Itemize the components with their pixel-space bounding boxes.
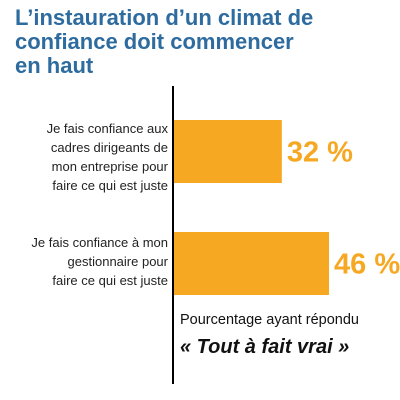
chart-title-line-2: confiance doit commencer [15,29,294,54]
category-label-line: Je fais confiance aux [46,121,168,136]
category-label-line: gestionnaire pour [67,254,168,269]
category-label-manager: Je fais confiance à mon gestionnaire pou… [31,233,168,290]
footnote: Pourcentage ayant répondu « Tout à fait … [180,310,395,360]
chart-title-line-1: L’instauration d’un climat de [15,5,314,30]
bar-0 [174,120,282,183]
footnote-subtitle: Pourcentage ayant répondu [180,312,359,328]
category-label-line: cadres dirigeants de [50,140,168,155]
bar-value-label-1: 46 % [334,249,400,281]
category-label-line: mon entreprise pour [51,159,168,174]
chart-title-line-3: en haut [15,53,94,78]
category-label-line: faire ce qui est juste [52,273,168,288]
footnote-answer: « Tout à fait vrai » [180,336,350,358]
category-label-top-management: Je fais confiance aux cadres dirigeants … [47,119,168,195]
chart-title: L’instauration d’un climat de confiance … [15,6,395,78]
category-label-line: Je fais confiance à mon [31,235,168,250]
bar-1 [174,232,330,295]
bar-value-label-0: 32 % [287,137,353,169]
category-label-line: faire ce qui est juste [52,178,168,193]
